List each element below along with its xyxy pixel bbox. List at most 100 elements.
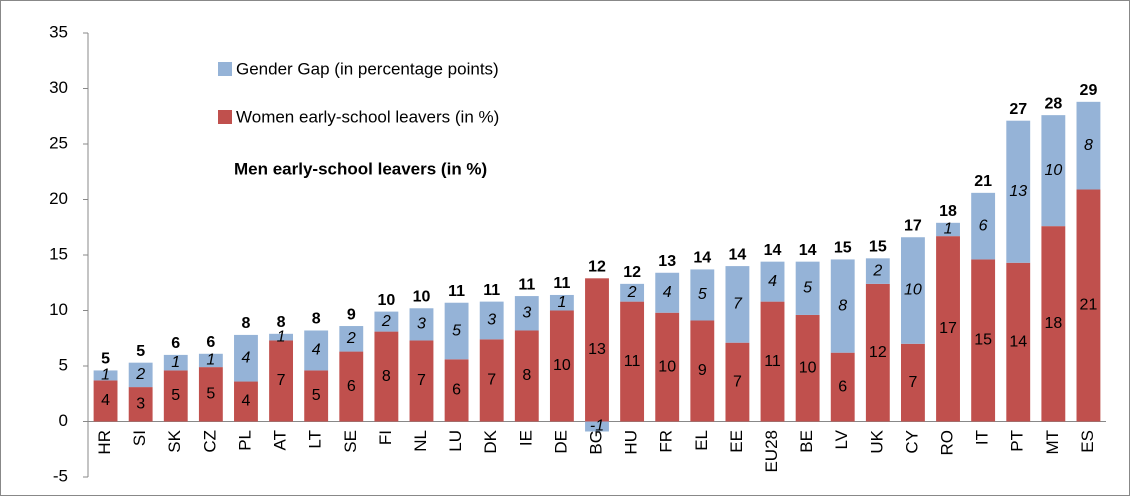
value-label: 8 <box>1084 137 1093 154</box>
value-label: 8 <box>382 368 391 385</box>
x-tick-label: PT <box>1008 430 1027 452</box>
y-tick-label: 35 <box>49 22 68 41</box>
value-label: 6 <box>347 378 356 395</box>
total-label: 9 <box>347 306 356 323</box>
y-tick-label: 25 <box>49 133 68 152</box>
value-label: 10 <box>553 357 571 374</box>
bar-segment <box>479 339 504 422</box>
bar-segment <box>163 354 188 371</box>
value-label: 14 <box>1009 333 1027 350</box>
total-label: 6 <box>206 334 215 351</box>
bar-segment <box>830 259 855 353</box>
value-label: 10 <box>799 359 817 376</box>
value-label: 1 <box>206 352 215 369</box>
value-label: 4 <box>101 392 110 409</box>
bar-segment <box>900 343 925 422</box>
bar-segment <box>865 258 890 284</box>
value-label: 7 <box>277 372 286 389</box>
total-label: 29 <box>1080 82 1098 99</box>
x-tick-label: LU <box>446 430 465 452</box>
total-label: 8 <box>277 314 286 331</box>
x-tick-label: DE <box>551 430 570 454</box>
value-label: 3 <box>487 312 496 329</box>
bar-segment <box>1041 115 1066 227</box>
bar-segment <box>339 326 364 352</box>
value-label: 10 <box>904 282 922 299</box>
bar-segment <box>444 302 469 360</box>
bar-segment <box>1006 120 1031 263</box>
bar-segment <box>409 308 434 341</box>
x-tick-label: MT <box>1043 430 1062 455</box>
value-label: 17 <box>939 320 957 337</box>
bar-segment <box>409 340 434 422</box>
value-label: 6 <box>838 378 847 395</box>
value-label: 4 <box>242 349 251 366</box>
value-label: 6 <box>452 382 461 399</box>
value-label: 2 <box>381 313 391 330</box>
bar-segment <box>163 370 188 422</box>
value-label: 7 <box>487 372 496 389</box>
x-tick-label: IT <box>973 430 992 445</box>
value-label: 3 <box>522 304 531 321</box>
total-label: 27 <box>1009 101 1027 118</box>
x-tick-label: SI <box>130 430 149 446</box>
value-label: 10 <box>1044 162 1062 179</box>
x-tick-label: LV <box>832 429 851 449</box>
bar-segment <box>655 312 680 422</box>
bar-segment <box>514 296 539 331</box>
total-label: 11 <box>483 282 500 299</box>
value-label: 5 <box>171 387 180 404</box>
value-label: 5 <box>312 387 321 404</box>
legend-label: Gender Gap (in percentage points) <box>236 59 499 78</box>
total-label: 21 <box>974 173 992 190</box>
legend-swatch <box>218 110 232 124</box>
y-tick-label: 20 <box>49 189 68 208</box>
bar-segment <box>269 333 294 341</box>
value-label: 2 <box>135 366 145 383</box>
x-tick-label: EE <box>727 430 746 453</box>
value-label: 3 <box>136 396 145 413</box>
total-label: 14 <box>799 242 817 259</box>
value-label: 11 <box>764 353 781 370</box>
total-label: 12 <box>588 259 606 276</box>
x-tick-label: FR <box>657 430 676 453</box>
bar-segment <box>304 370 329 422</box>
total-label: 11 <box>518 276 535 293</box>
value-label: 5 <box>698 286 707 303</box>
x-tick-label: SK <box>165 429 184 452</box>
total-label: 18 <box>939 203 957 220</box>
y-tick-label: -5 <box>53 466 68 485</box>
bar-segment <box>93 380 118 422</box>
x-tick-label: IE <box>516 430 535 446</box>
bar-segment <box>655 272 680 313</box>
bar-segment <box>795 261 820 315</box>
legend-swatch <box>218 62 232 76</box>
bar-segment <box>1076 101 1101 190</box>
total-label: 11 <box>448 283 465 300</box>
total-label: 10 <box>413 288 431 305</box>
bar-segment <box>549 310 574 422</box>
value-label: 1 <box>557 294 566 311</box>
bar-segment <box>725 266 750 343</box>
legend-label: Men early-school leavers (in %) <box>234 159 487 178</box>
y-tick-label: 5 <box>59 355 68 374</box>
bar-segment <box>760 261 785 302</box>
y-tick-label: 30 <box>49 78 68 97</box>
value-label: 9 <box>698 362 707 379</box>
x-tick-label: RO <box>938 430 957 456</box>
total-label: 14 <box>693 250 711 267</box>
total-label: 13 <box>658 253 676 270</box>
bar-segment <box>339 351 364 422</box>
bar-segment <box>830 352 855 422</box>
value-label: 4 <box>663 284 672 301</box>
total-label: 15 <box>834 240 852 257</box>
total-label: 14 <box>729 246 747 263</box>
bar-segment <box>936 222 960 237</box>
x-tick-label: NL <box>411 430 430 452</box>
legend-label: Women early-school leavers (in %) <box>236 107 499 126</box>
bar-segment <box>760 301 785 422</box>
total-label: 8 <box>242 315 251 332</box>
bar-segment <box>234 334 258 382</box>
total-label: 5 <box>136 343 145 360</box>
